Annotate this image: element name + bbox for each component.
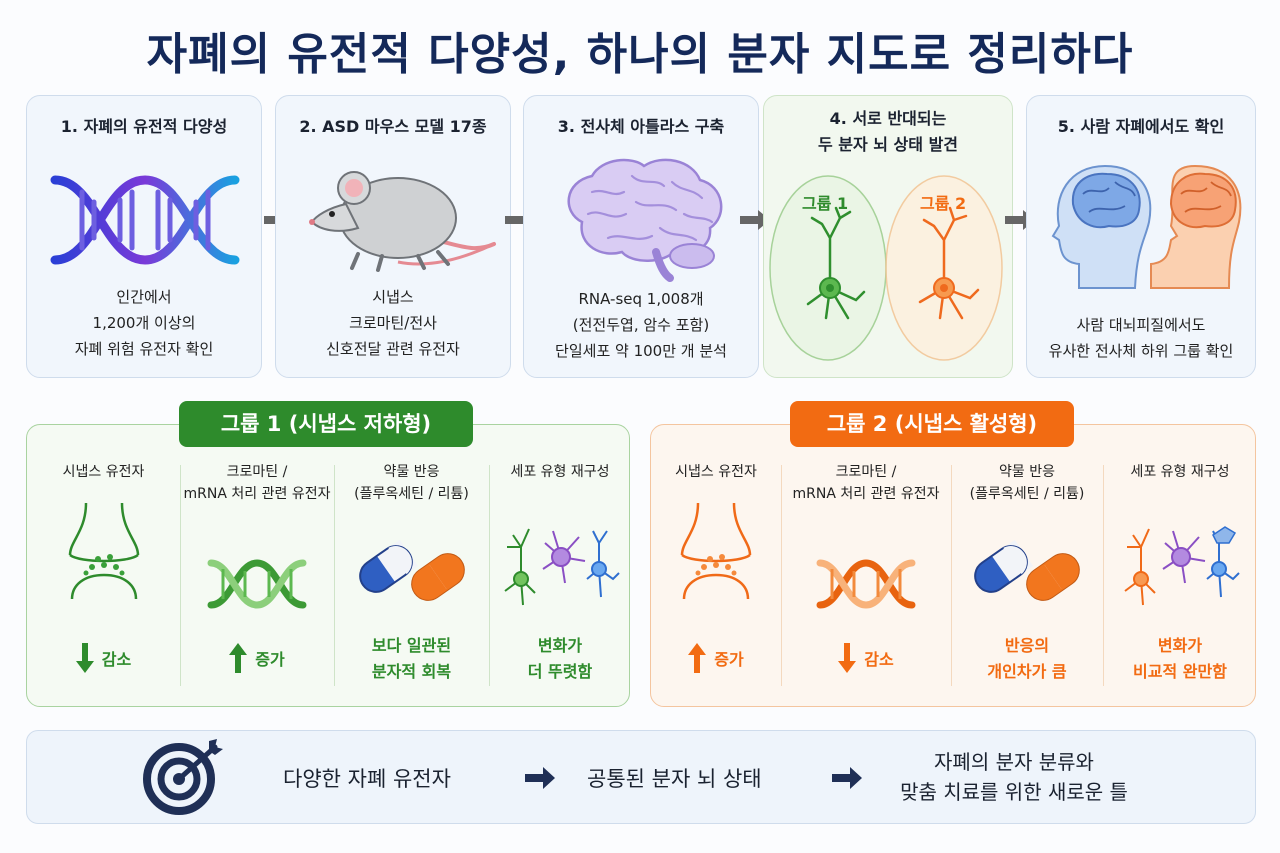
group2-panel: 시냅스 유전자 증가 크로마틴 / mRNA 처리 관련 유전자 감소 약물 반응… xyxy=(650,424,1256,707)
human-heads-icon xyxy=(1051,164,1242,289)
col-result: 보다 일관된 분자적 회복 xyxy=(371,636,452,681)
step-card-1: 1. 자폐의 유전적 다양성 인간에서 1,200개 이상의 자폐 위험 유전자 확… xyxy=(26,95,262,378)
step-card-4: 4. 서로 반대되는 두 분자 뇌 상태 발견 그룹 1 그룹 2 xyxy=(763,95,1013,378)
dna-icon xyxy=(816,559,916,609)
arrow-down-icon xyxy=(75,643,94,673)
group1-col-chromatin: 크로마틴 / mRNA 처리 관련 유전자 증가 xyxy=(180,425,334,706)
result-row: 감소 xyxy=(27,643,180,673)
step-title: 2. ASD 마우스 모델 17종 xyxy=(299,117,487,136)
summary-item-brain-state: 공통된 분자 뇌 상태 xyxy=(587,767,762,791)
step-description: 사람 대뇌피질에서도 유사한 전사체 하위 그룹 확인 xyxy=(1048,316,1234,360)
arrow-up-icon xyxy=(229,643,248,673)
brain-icon xyxy=(567,158,723,282)
group1-panel: 시냅스 유전자 감소 크로마틴 / mRNA 처리 관련 유전자 증가 약물 반응… xyxy=(26,424,630,707)
col-title: 크로마틴 / mRNA 처리 관련 유전자 xyxy=(183,464,331,502)
summary-bar: 다양한 자폐 유전자 공통된 분자 뇌 상태 자폐의 분자 분류와 맞춤 치료를 … xyxy=(26,730,1256,824)
capsule-icon xyxy=(358,539,465,601)
step-title: 1. 자폐의 유전적 다양성 xyxy=(60,117,228,136)
col-result: 변화가 비교적 완만함 xyxy=(1133,636,1227,681)
summary-item-genes: 다양한 자폐 유전자 xyxy=(283,767,451,791)
col-title: 세포 유형 재구성 xyxy=(510,464,610,480)
summary-item-framework: 자폐의 분자 분류와 맞춤 치료를 위한 새로운 틀 xyxy=(900,750,1128,804)
arrow-up-icon xyxy=(688,643,707,673)
step-card-2: 2. ASD 마우스 모델 17종 시냅스 크로마틴/전사 신호전달 관련 유전자 xyxy=(275,95,511,378)
group1-mini-label: 그룹 1 xyxy=(802,194,849,213)
group2-col-chromatin: 크로마틴 / mRNA 처리 관련 유전자 감소 xyxy=(781,425,951,706)
neurons-icon xyxy=(1124,526,1240,606)
step-description: 인간에서 1,200개 이상의 자폐 위험 유전자 확인 xyxy=(74,288,214,358)
col-title: 세포 유형 재구성 xyxy=(1130,464,1230,480)
step-card-5: 5. 사람 자폐에서도 확인 사람 대뇌피질에서도 유사한 전사체 하위 그룹 확… xyxy=(1026,95,1256,378)
step-description: 시냅스 크로마틴/전사 신호전달 관련 유전자 xyxy=(326,288,460,358)
result-row: 감소 xyxy=(781,643,951,673)
arrow-right-icon xyxy=(740,210,770,230)
group2-col-celltype: 세포 유형 재구성 변화가 비교적 완만함 xyxy=(1103,425,1257,706)
group1-label: 그룹 1 (시냅스 저하형) xyxy=(179,401,473,447)
col-title: 시냅스 유전자 xyxy=(62,464,145,480)
group2-col-drug: 약물 반응 (플루옥세틴 / 리튬) 반응의 개인차가 큼 xyxy=(951,425,1103,706)
mouse-icon xyxy=(309,171,496,272)
group1-col-celltype: 세포 유형 재구성 변화가 더 뚜렷함 xyxy=(489,425,631,706)
group1-col-drug: 약물 반응 (플루옥세틴 / 리튬) 보다 일관된 분자적 회복 xyxy=(334,425,489,706)
col-title: 약물 반응 (플루옥세틴 / 리튬) xyxy=(969,464,1085,502)
group2-col-synapse: 시냅스 유전자 증가 xyxy=(651,425,781,706)
col-result: 반응의 개인차가 큼 xyxy=(987,636,1067,681)
step-title: 4. 서로 반대되는 두 분자 뇌 상태 발견 xyxy=(817,109,959,154)
col-result: 변화가 더 뚜렷함 xyxy=(527,636,593,681)
synapse-icon xyxy=(68,502,139,600)
step-card-3: 3. 전사체 아틀라스 구축 RNA-seq 1,008개 (전전두엽, 암수 포… xyxy=(523,95,759,378)
neuron-groups-icon xyxy=(769,175,1003,361)
col-title: 시냅스 유전자 xyxy=(675,464,757,480)
col-title: 크로마틴 / mRNA 처리 관련 유전자 xyxy=(792,464,940,502)
step-title: 5. 사람 자폐에서도 확인 xyxy=(1057,117,1225,136)
step-title: 3. 전사체 아틀라스 구축 xyxy=(557,117,725,136)
group2-label: 그룹 2 (시냅스 활성형) xyxy=(790,401,1074,447)
col-title: 약물 반응 (플루옥세틴 / 리튬) xyxy=(354,464,469,502)
dna-icon xyxy=(50,175,240,265)
step-description: RNA-seq 1,008개 (전전두엽, 암수 포함) 단일세포 약 100만 개… xyxy=(555,290,727,360)
group2-mini-label: 그룹 2 xyxy=(920,194,967,213)
result-row: 증가 xyxy=(180,643,334,673)
page-title: 자폐의 유전적 다양성, 하나의 분자 지도로 정리하다 xyxy=(146,29,1134,80)
dna-icon xyxy=(207,559,307,609)
synapse-icon xyxy=(680,502,752,600)
arrow-down-icon xyxy=(838,643,857,673)
arrow-right-icon xyxy=(525,767,555,789)
result-row: 증가 xyxy=(651,643,781,673)
capsule-icon xyxy=(974,539,1080,601)
arrow-right-icon xyxy=(832,767,862,789)
group1-col-synapse: 시냅스 유전자 감소 xyxy=(27,425,180,706)
target-icon xyxy=(143,739,223,815)
neurons-icon xyxy=(504,528,620,606)
